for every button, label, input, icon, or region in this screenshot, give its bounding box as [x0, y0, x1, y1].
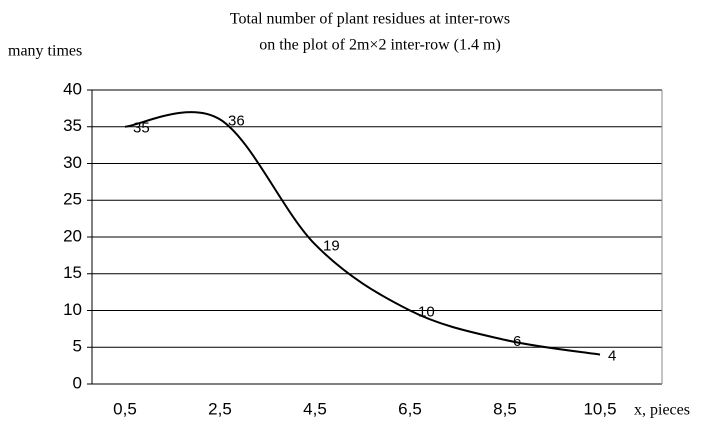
data-label: 6 — [513, 333, 521, 350]
chart-title: Total number of plant residues at inter-… — [230, 11, 510, 28]
chart-subtitle: on the plot of 2m×2 inter-row (1.4 m) — [259, 37, 501, 54]
y-tick-label: 20 — [63, 226, 82, 245]
line — [124, 111, 601, 356]
data-label: 36 — [228, 112, 245, 129]
data-label: 10 — [418, 303, 435, 320]
data-label: 35 — [133, 120, 150, 137]
y-axis-label: many times — [8, 43, 82, 60]
y-tick-label: 15 — [63, 263, 82, 282]
y-tick-label: 10 — [63, 300, 82, 319]
x-tick-label: 10,5 — [583, 399, 616, 418]
y-tick-label: 35 — [63, 116, 82, 135]
x-tick-label: 2,5 — [208, 399, 232, 418]
y-tick-label: 25 — [63, 190, 82, 209]
data-label: 19 — [323, 237, 340, 254]
x-tick-label: 8,5 — [493, 399, 517, 418]
x-tick-label: 0,5 — [113, 399, 137, 418]
x-tick-label: 4,5 — [303, 399, 327, 418]
y-tick-label: 30 — [63, 153, 82, 172]
x-tick-label: 6,5 — [398, 399, 422, 418]
y-tick-label: 5 — [73, 337, 82, 356]
data-label: 4 — [608, 348, 616, 365]
y-tick-label: 40 — [63, 79, 82, 98]
y-tick-label: 0 — [73, 373, 82, 392]
x-axis-label: x, pieces — [634, 402, 690, 419]
